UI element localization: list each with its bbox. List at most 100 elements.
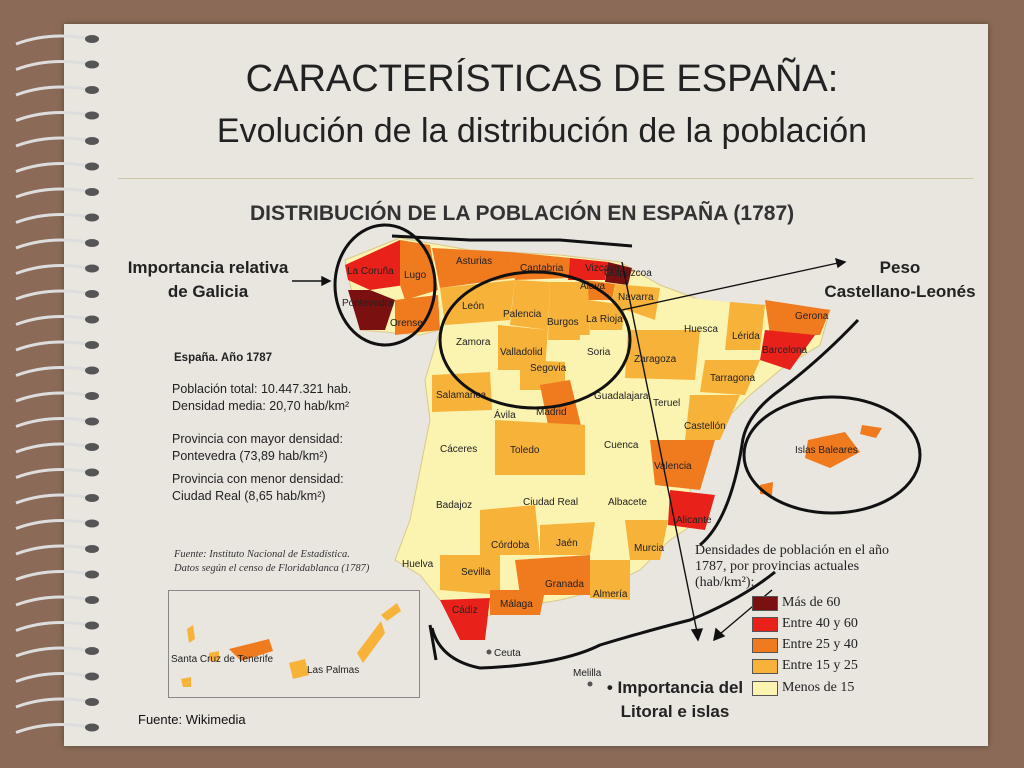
- province-label: Valladolid: [500, 347, 543, 358]
- legend-swatch: [752, 617, 778, 632]
- stat-max-label: Provincia con mayor densidad:: [172, 432, 343, 446]
- province-label: Guadalajara: [594, 391, 649, 402]
- spiral-ring: [15, 85, 87, 97]
- ring-hole: [85, 111, 99, 120]
- province-label: Barcelona: [762, 345, 807, 356]
- spiral-ring: [15, 136, 87, 148]
- spiral-ring: [15, 187, 87, 199]
- region-almeria: [590, 560, 630, 600]
- region-navarra: [612, 284, 660, 320]
- legend-title: Densidades de población en el año 1787, …: [695, 543, 889, 590]
- province-label: La Coruña: [347, 266, 394, 277]
- region-alicante: [668, 490, 715, 530]
- ring-hole: [85, 264, 99, 273]
- title-divider: [118, 178, 973, 179]
- ring-hole: [85, 290, 99, 298]
- legend-label: Entre 15 y 25: [782, 658, 858, 673]
- spiral-ring: [15, 468, 87, 479]
- region-granada: [515, 555, 590, 595]
- spiral-binding: [15, 34, 99, 734]
- spiral-ring: [15, 621, 87, 632]
- ring-hole: [85, 60, 99, 69]
- annotation-litoral-line-1: • Importancia del: [580, 676, 770, 700]
- province-label: Huesca: [684, 324, 718, 335]
- ring-hole: [85, 417, 99, 426]
- stat-min-label: Provincia con menor densidad:: [172, 472, 344, 486]
- province-label: Toledo: [510, 445, 540, 456]
- ring-hole: [85, 468, 99, 477]
- spiral-ring: [15, 162, 87, 173]
- map-source-line-1: Fuente: Instituto Nacional de Estadístic…: [174, 549, 350, 560]
- slide-source: Fuente: Wikimedia: [138, 712, 246, 727]
- label-santa-cruz-tenerife: Santa Cruz de Tenerife: [171, 654, 274, 665]
- annotation-galicia-line-2: de Galicia: [167, 282, 249, 301]
- province-label: Málaga: [500, 599, 533, 610]
- region-lerida: [725, 302, 765, 350]
- ring-hole: [85, 86, 99, 94]
- province-label: Ceuta: [494, 648, 521, 659]
- region-segovia: [520, 360, 565, 390]
- region-cordoba: [480, 505, 540, 555]
- province-label: Cádiz: [452, 605, 478, 616]
- province-label: Zaragoza: [634, 354, 677, 365]
- island-fuerteventura: [357, 621, 385, 663]
- ring-hole: [85, 239, 99, 247]
- province-label: Islas Baleares: [795, 445, 858, 456]
- stat-density: Densidad media: 20,70 hab/km²: [172, 399, 350, 413]
- bullet-icon: •: [606, 678, 618, 697]
- province-label: Ciudad Real: [523, 497, 578, 508]
- spiral-ring: [15, 519, 87, 530]
- legend-label: Menos de 15: [782, 680, 855, 695]
- region-cadiz: [440, 598, 490, 640]
- province-label: Murcia: [634, 543, 664, 554]
- spiral-ring: [15, 595, 87, 607]
- province-labels: La Coruña Lugo Pontevedra Orense Asturias Can…: [342, 256, 858, 679]
- region-toledo: [495, 420, 585, 475]
- south-coast-curve: [430, 570, 776, 670]
- arrow-litoral-1: [621, 261, 698, 633]
- spiral-ring: [15, 264, 87, 275]
- region-jaen: [540, 522, 595, 555]
- ring-hole: [85, 545, 99, 553]
- province-label: Almería: [593, 589, 628, 600]
- legend-swatch: [752, 638, 778, 653]
- canary-islands-inset: Santa Cruz de Tenerife Las Palmas: [168, 590, 420, 698]
- province-label: Salamanca: [436, 390, 486, 401]
- spiral-ring: [15, 697, 87, 709]
- region-vizcaya: [568, 258, 608, 280]
- spiral-ring: [15, 213, 87, 224]
- arrow-to-castilla: [621, 262, 839, 311]
- ring-hole: [85, 672, 99, 681]
- stat-max-value: Pontevedra (73,89 hab/km²): [172, 449, 328, 463]
- province-label: Asturias: [456, 256, 492, 267]
- island-tenerife: [229, 639, 273, 661]
- region-gerona: [765, 300, 830, 335]
- ring-hole: [85, 443, 99, 451]
- province-label: Jaén: [556, 538, 578, 549]
- province-label: Vizcaya: [585, 263, 620, 274]
- province-label: Cantabria: [520, 263, 564, 274]
- annotation-litoral: • Importancia del Litoral e islas: [580, 676, 770, 724]
- slide-subtitle: Evolución de la distribución de la pobla…: [216, 112, 868, 150]
- mediterranean-curve: [699, 318, 860, 547]
- ring-hole: [85, 723, 99, 732]
- region-rioja: [588, 300, 625, 330]
- spiral-ring: [15, 289, 87, 301]
- region-castellon: [685, 395, 740, 440]
- baleares-circle: [742, 395, 922, 515]
- province-label: Cáceres: [440, 444, 477, 455]
- legend-label: Más de 60: [782, 595, 841, 610]
- province-label: Sevilla: [461, 567, 491, 578]
- ring-hole: [85, 162, 99, 171]
- region-baleares-menorca: [860, 425, 882, 438]
- spiral-ring: [15, 493, 87, 505]
- province-label: Badajoz: [436, 500, 472, 511]
- legend-swatch: [752, 681, 778, 696]
- ring-hole: [85, 35, 99, 43]
- melilla-dot: [587, 681, 593, 687]
- province-label: Navarra: [618, 292, 654, 303]
- spiral-ring: [15, 238, 87, 250]
- province-label: Córdoba: [491, 540, 530, 551]
- ring-hole: [85, 137, 99, 145]
- province-label: Ávila: [494, 408, 516, 421]
